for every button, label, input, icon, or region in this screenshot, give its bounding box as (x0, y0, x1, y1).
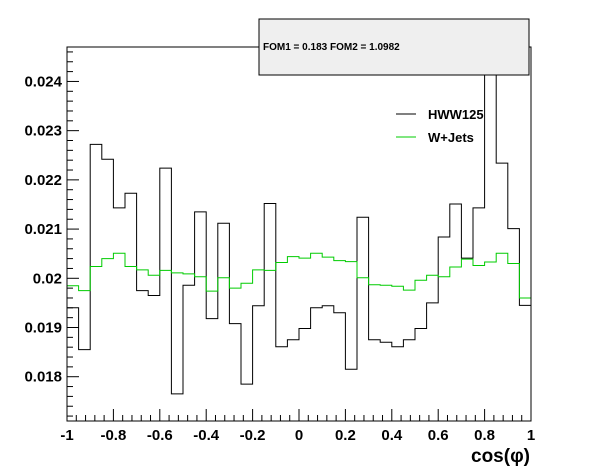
y-tick-label: 0.018 (24, 369, 62, 386)
y-tick-label: 0.023 (24, 123, 62, 140)
legend: HWW125 W+Jets (396, 107, 484, 145)
legend-label-wjets: W+Jets (428, 130, 474, 145)
series-line-hww125 (67, 69, 532, 404)
y-tick-label: 0.022 (24, 172, 62, 189)
y-tick-label: 0.021 (24, 221, 62, 238)
y-axis: 0.018 0.019 0.02 0.021 0.022 0.023 0.024 (24, 51, 79, 417)
x-axis-title: cos(φ) (471, 446, 530, 467)
fom-text: FOM1 = 0.183 FOM2 = 1.0982 (263, 42, 400, 53)
info-box-frame (258, 18, 530, 76)
y-tick-label: 0.02 (33, 270, 62, 287)
y-tick-label: 0.019 (24, 320, 62, 337)
series-layer (67, 69, 532, 404)
series-line-w-jets (67, 252, 532, 313)
y-tick-label: 0.024 (24, 73, 62, 90)
x-tick-label: -0.4 (193, 427, 220, 444)
x-tick-label: -0.6 (147, 427, 173, 444)
x-tick-label: 0 (295, 427, 303, 444)
legend-label-hww125: HWW125 (428, 107, 484, 122)
info-box: FOM1 = 0.183 FOM2 = 1.0982 (258, 18, 530, 76)
x-tick-label: 0.4 (381, 427, 403, 444)
x-tick-label: 0.8 (474, 427, 495, 444)
x-tick-label: -0.8 (100, 427, 126, 444)
x-tick-label: -0.2 (240, 427, 266, 444)
x-axis: -1 -0.8 -0.6 -0.4 -0.2 0 0.2 0.4 0.6 0.8 1 (60, 409, 535, 444)
x-tick-label: 0.6 (428, 427, 449, 444)
x-tick-label: -1 (60, 427, 73, 444)
x-tick-label: 1 (527, 427, 535, 444)
x-tick-label: 0.2 (335, 427, 356, 444)
